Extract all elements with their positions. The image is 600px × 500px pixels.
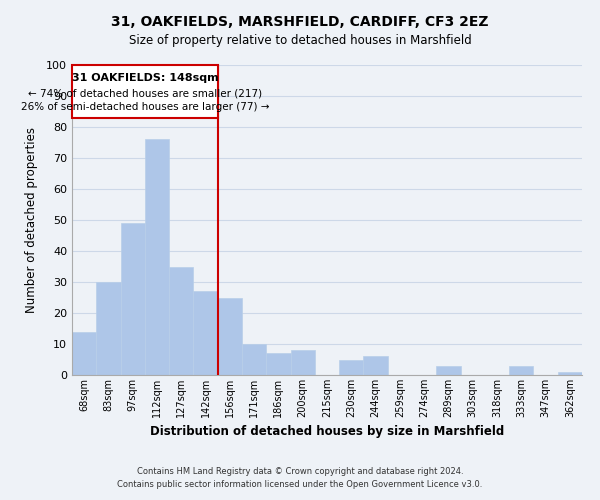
- Bar: [290, 350, 315, 375]
- Bar: [121, 223, 145, 375]
- Bar: [436, 366, 461, 375]
- Text: 31 OAKFIELDS: 148sqm: 31 OAKFIELDS: 148sqm: [71, 72, 218, 83]
- Bar: [169, 266, 193, 375]
- Y-axis label: Number of detached properties: Number of detached properties: [25, 127, 38, 313]
- Text: ← 74% of detached houses are smaller (217): ← 74% of detached houses are smaller (21…: [28, 88, 262, 98]
- Text: Contains public sector information licensed under the Open Government Licence v3: Contains public sector information licen…: [118, 480, 482, 489]
- Bar: [558, 372, 582, 375]
- Bar: [242, 344, 266, 375]
- Bar: [218, 298, 242, 375]
- Text: 26% of semi-detached houses are larger (77) →: 26% of semi-detached houses are larger (…: [20, 102, 269, 112]
- Bar: [339, 360, 364, 375]
- Bar: [193, 292, 218, 375]
- Bar: [266, 354, 290, 375]
- Bar: [509, 366, 533, 375]
- Bar: [364, 356, 388, 375]
- Bar: [96, 282, 121, 375]
- Bar: [72, 332, 96, 375]
- Text: Size of property relative to detached houses in Marshfield: Size of property relative to detached ho…: [128, 34, 472, 47]
- Bar: [145, 140, 169, 375]
- Text: Contains HM Land Registry data © Crown copyright and database right 2024.: Contains HM Land Registry data © Crown c…: [137, 467, 463, 476]
- X-axis label: Distribution of detached houses by size in Marshfield: Distribution of detached houses by size …: [150, 426, 504, 438]
- FancyBboxPatch shape: [72, 65, 218, 118]
- Text: 31, OAKFIELDS, MARSHFIELD, CARDIFF, CF3 2EZ: 31, OAKFIELDS, MARSHFIELD, CARDIFF, CF3 …: [111, 15, 489, 29]
